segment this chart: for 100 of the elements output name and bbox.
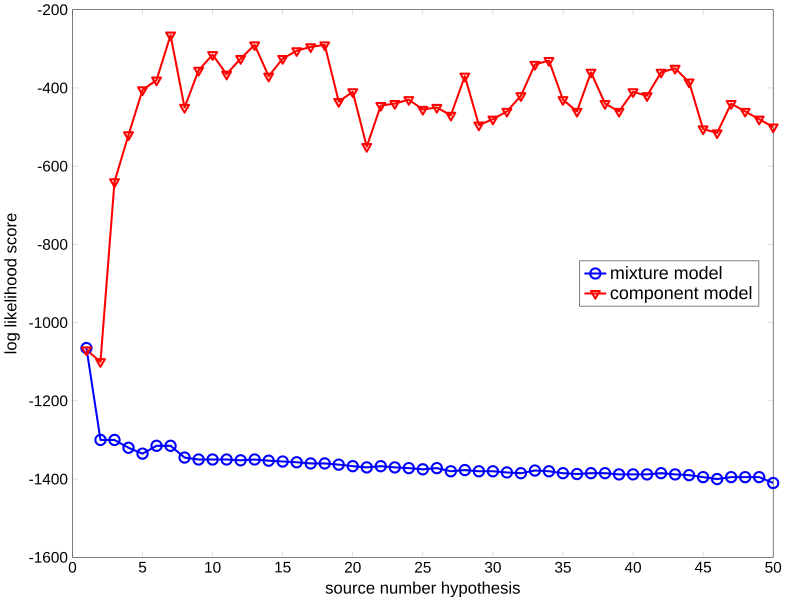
point: [684, 78, 695, 88]
point: [726, 100, 737, 110]
point: [767, 476, 780, 489]
point: [473, 121, 484, 132]
point: [151, 76, 162, 86]
point: [416, 462, 429, 476]
y-tick-label: -200: [38, 4, 68, 15]
point: [668, 468, 682, 480]
x-tick-label: 0: [68, 562, 76, 573]
point: [696, 470, 710, 484]
point: [249, 41, 260, 51]
x-tick-label: 5: [138, 562, 146, 572]
point: [584, 466, 598, 480]
point: [543, 56, 554, 67]
point: [754, 115, 765, 126]
point: [431, 104, 442, 114]
point: [179, 104, 190, 114]
point: [137, 86, 148, 96]
point: [682, 468, 696, 482]
point: [642, 92, 653, 102]
point: [221, 70, 232, 80]
point: [178, 451, 191, 464]
point: [192, 453, 205, 466]
point: [333, 98, 344, 108]
x-tick-label: 25: [415, 562, 431, 573]
point: [403, 96, 414, 106]
point: [388, 461, 401, 474]
point: [136, 447, 149, 460]
point: [472, 464, 486, 478]
point: [740, 108, 751, 118]
x-tick-label: 15: [275, 562, 291, 572]
x-tick-label: 20: [344, 562, 361, 573]
legend-label: mixture model: [611, 266, 722, 280]
x-tick-label: 45: [694, 562, 712, 572]
point: [487, 115, 498, 126]
point: [276, 455, 289, 468]
point: [262, 454, 275, 467]
point: [319, 41, 330, 51]
point: [445, 112, 456, 122]
y-tick-label: -800: [38, 238, 68, 250]
point: [570, 468, 584, 480]
point: [514, 466, 528, 480]
point: [654, 466, 668, 480]
point: [95, 358, 106, 368]
point: [556, 466, 570, 480]
point: [486, 464, 500, 478]
point: [614, 108, 624, 118]
point: [81, 346, 92, 356]
point: [291, 47, 302, 57]
point: [670, 64, 681, 74]
point: [430, 462, 443, 474]
y-tick-label: -1000: [29, 317, 68, 328]
point: [80, 342, 93, 354]
x-axis-title: source number hypothesis: [326, 581, 520, 597]
y-axis-title: log likelihood score: [4, 213, 20, 354]
point: [150, 440, 163, 452]
point: [207, 50, 218, 61]
y-tick-label: -1200: [29, 395, 68, 406]
point: [640, 468, 654, 480]
point: [360, 461, 373, 474]
point: [417, 106, 428, 116]
legend-label: component model: [610, 286, 752, 303]
point: [206, 453, 219, 466]
point: [402, 462, 415, 474]
x-tick-label: 50: [765, 562, 782, 573]
point: [698, 125, 709, 135]
point: [712, 129, 723, 139]
x-tick-label: 30: [484, 562, 501, 573]
point: [94, 434, 107, 446]
point: [389, 100, 400, 110]
y-tick-label: -400: [38, 82, 68, 94]
point: [290, 456, 303, 468]
point: [458, 464, 472, 476]
point: [375, 102, 386, 112]
point: [165, 31, 176, 42]
point: [248, 453, 261, 466]
point: [122, 441, 135, 454]
point: [164, 440, 177, 452]
point: [710, 472, 724, 486]
point: [501, 108, 512, 118]
point: [600, 100, 610, 110]
point: [234, 454, 247, 466]
x-tick-label: 10: [205, 562, 221, 573]
point: [108, 434, 121, 446]
point: [529, 60, 540, 70]
point: [123, 131, 134, 141]
point: [109, 178, 120, 188]
x-tick-label: 40: [624, 562, 641, 573]
y-tick-label: -600: [38, 160, 68, 172]
point: [332, 458, 345, 471]
point: [235, 54, 246, 65]
point: [318, 457, 331, 470]
point: [586, 68, 596, 78]
point: [626, 468, 640, 480]
y-tick-label: -1400: [29, 473, 68, 484]
point: [500, 466, 514, 478]
point: [305, 43, 316, 53]
point: [444, 464, 457, 478]
point: [304, 457, 317, 470]
point: [612, 468, 626, 480]
